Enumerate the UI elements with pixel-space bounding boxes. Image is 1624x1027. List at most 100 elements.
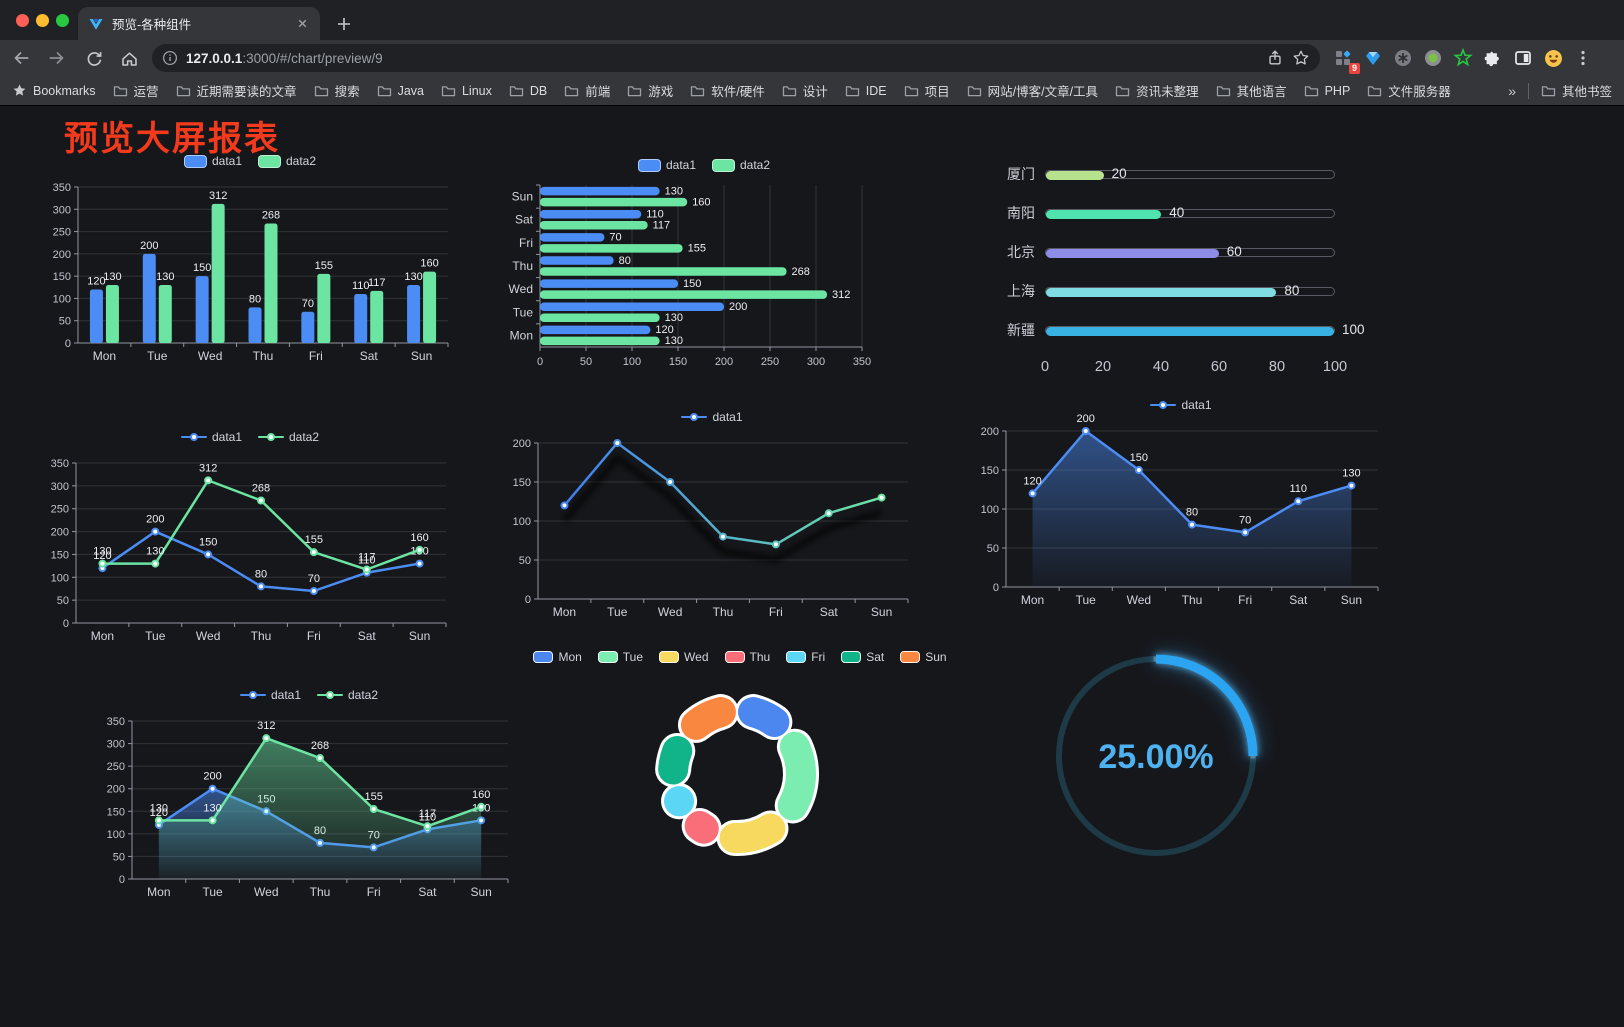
progress-value: 100 [1342,321,1365,337]
legend-item-Wed[interactable]: Wed [659,650,709,664]
legend-item-data1[interactable]: data1 [637,158,696,172]
svg-text:130: 130 [93,546,111,558]
emoji-extension-icon[interactable] [1540,45,1566,71]
svg-text:200: 200 [981,426,999,438]
vue-devtools-extension-icon[interactable]: 9 [1330,45,1360,74]
legend-item-data1[interactable]: data1 [1150,398,1212,412]
minimize-window-button[interactable] [36,14,49,27]
green-dot-extension-icon[interactable] [1420,45,1446,71]
progress-row-厦门[interactable]: 厦门 20 [993,164,1335,184]
legend-item-Mon[interactable]: Mon [533,650,582,664]
home-button[interactable] [114,43,144,73]
bookmark-folder-近期需要读的文章[interactable]: 近期需要读的文章 [176,81,297,100]
bookmark-folder-list: 运营 近期需要读的文章 搜索 Java Linux DB 前端 游戏 软件/硬件 设计 IDE 项目 网… [113,81,1451,100]
bookmark-folder-IDE[interactable]: IDE [845,84,887,98]
svg-text:Sun: Sun [470,885,491,899]
reload-button[interactable] [78,43,108,73]
svg-text:100: 100 [51,572,69,584]
progress-fill [1046,248,1219,258]
bookmark-folder-资讯未整理[interactable]: 资讯未整理 [1115,81,1199,100]
chart-legend[interactable]: Mon Tue Wed Thu Fri Sat Sun [533,645,947,669]
legend-item-data2[interactable]: data2 [258,154,316,168]
svg-text:155: 155 [365,791,383,803]
bookmark-folder-文件服务器[interactable]: 文件服务器 [1367,81,1451,100]
bookmark-folder-网站/博客/文章/工具[interactable]: 网站/博客/文章/工具 [967,81,1098,100]
legend-item-Thu[interactable]: Thu [724,650,770,664]
bookmark-folder-PHP[interactable]: PHP [1304,83,1351,98]
forward-button[interactable] [42,43,72,73]
share-icon[interactable] [1266,49,1284,67]
new-tab-button[interactable] [332,12,356,36]
bookmark-label: PHP [1324,83,1351,98]
legend-item-Fri[interactable]: Fri [786,650,825,664]
svg-text:Sun: Sun [871,605,892,619]
bookmark-folder-设计[interactable]: 设计 [782,81,828,100]
browser-menu-button[interactable] [1570,45,1596,71]
bookmark-folder-Java[interactable]: Java [377,84,424,98]
progress-row-南阳[interactable]: 南阳 40 [993,203,1335,223]
chart-legend[interactable]: data1 data2 [98,683,520,707]
bookmark-folder-运营[interactable]: 运营 [113,81,159,100]
svg-text:312: 312 [199,462,217,474]
chart-legend[interactable]: data1 [972,393,1390,417]
chart-line-basic[interactable]: data1 data2 0 50 100 150 200 250 300 350 Mon Tue Wed… [42,425,458,647]
legend-label: Tue [622,650,644,664]
bookmark-folder-Linux[interactable]: Linux [441,84,492,98]
progress-row-上海[interactable]: 上海 80 [993,281,1335,301]
extensions-puzzle-icon[interactable] [1480,45,1506,71]
legend-item-data2[interactable]: data2 [712,158,770,172]
bookmark-star-icon[interactable] [1292,49,1310,67]
legend-item-data1[interactable]: data1 [183,154,242,168]
gem-extension-icon[interactable] [1360,45,1386,71]
chart-donut[interactable]: Mon Tue Wed Thu Fri Sat Sun [533,645,947,897]
bookmarks-overflow-button[interactable]: » [1508,82,1516,99]
bookmark-folder-软件/硬件[interactable]: 软件/硬件 [690,81,765,100]
close-window-button[interactable] [16,14,29,27]
legend-item-data1[interactable]: data1 [180,430,242,444]
chart-legend[interactable]: data1 [504,405,920,429]
legend-item-data1[interactable]: data1 [239,688,301,702]
folder-icon [565,85,579,96]
legend-swatch [597,651,618,663]
chart-legend[interactable]: data1 data2 [42,425,458,449]
chart-line-gradient[interactable]: data1 0 50 100 150 200 Mon Tue Wed Thu Fri Sat Sun [504,405,920,623]
chart-legend[interactable]: data1 data2 [44,149,456,173]
bookmarks-manager-item[interactable]: Bookmarks [12,83,96,98]
bookmark-folder-其他语言[interactable]: 其他语言 [1216,81,1287,100]
green-star-extension-icon[interactable] [1450,45,1476,71]
bookmark-folder-游戏[interactable]: 游戏 [627,81,673,100]
zoom-window-button[interactable] [56,14,69,27]
bookmark-folder-项目[interactable]: 项目 [904,81,950,100]
legend-item-Sat[interactable]: Sat [841,650,884,664]
extensions-area: 9 [1330,45,1596,74]
progress-row-北京[interactable]: 北京 60 [993,242,1335,262]
legend-item-data1[interactable]: data1 [681,410,743,424]
back-button[interactable] [6,43,36,73]
split-screen-icon[interactable] [1510,45,1536,71]
legend-item-data2[interactable]: data2 [258,430,319,444]
progress-row-新疆[interactable]: 新疆 100 [993,320,1365,340]
legend-item-data2[interactable]: data2 [317,688,378,702]
chart-area-single[interactable]: data1 0 50 100 150 200 Mon Tue Wed Thu Fri Sat Sun 12… [972,393,1390,611]
chart-bar-vertical[interactable]: data1 data2 0 50 100 150 200 250 300 350 Mon Tue Wed… [44,149,456,367]
bookmark-folder-DB[interactable]: DB [509,84,547,98]
svg-text:250: 250 [761,356,779,368]
svg-text:80: 80 [249,293,261,305]
bookmark-folder-前端[interactable]: 前端 [564,81,610,100]
other-bookmarks-folder[interactable]: 其他书签 [1541,81,1612,100]
chart-city-progress[interactable]: 厦门 20 南阳 40 北京 60 上海 80 新疆 100 0 20 40 60 80 100 [993,159,1368,389]
tab-close-icon[interactable] [295,16,310,31]
chart-legend[interactable]: data1 data2 [504,153,904,177]
chart-area-double[interactable]: data1 data2 0 50 100 150 200 250 300 350 Mon Tue Wed… [98,683,520,903]
svg-text:Sat: Sat [418,885,437,899]
site-info-icon[interactable] [162,50,178,66]
legend-item-Sun[interactable]: Sun [900,650,947,664]
address-bar[interactable]: 127.0.0.1:3000/#/chart/preview/9 [152,44,1320,72]
browser-tab[interactable]: 预览-各种组件 [78,7,320,40]
asterisk-extension-icon[interactable] [1390,45,1416,71]
bookmark-folder-搜索[interactable]: 搜索 [314,81,360,100]
chart-gauge[interactable]: 25.00% [1032,645,1282,880]
chart-bar-horizontal[interactable]: data1 data2 0 50 100 150 200 250 300 350 Sun 130 160… [504,153,904,373]
svg-text:80: 80 [255,568,267,580]
legend-item-Tue[interactable]: Tue [597,650,644,664]
